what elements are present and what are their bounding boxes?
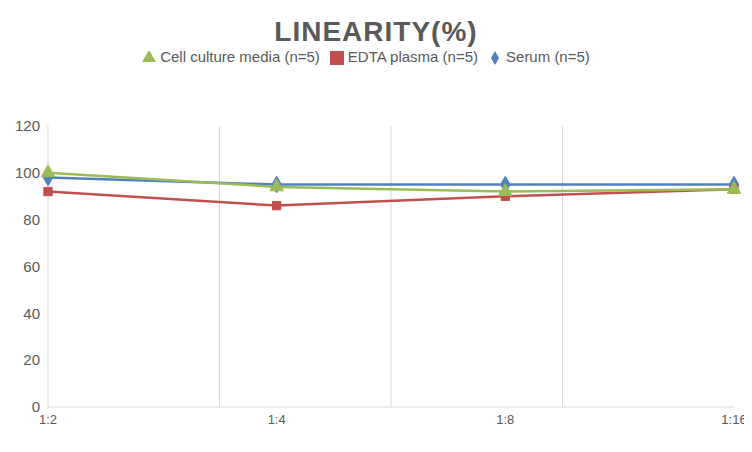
svg-text:1:4: 1:4 bbox=[268, 412, 286, 427]
html-text:EDTA plasma (n=5): EDTA plasma (n=5) bbox=[347, 48, 478, 65]
svg-text:1:2: 1:2 bbox=[39, 412, 57, 427]
svg-text:20: 20 bbox=[23, 351, 40, 368]
html-text:Cell culture media (n=5): Cell culture media (n=5) bbox=[160, 48, 320, 65]
svg-text:40: 40 bbox=[23, 305, 40, 322]
svg-text:120: 120 bbox=[15, 117, 40, 134]
svg-text:0: 0 bbox=[32, 398, 40, 415]
svg-text:1:8: 1:8 bbox=[496, 412, 514, 427]
html-text:Serum (n=5): Serum (n=5) bbox=[506, 48, 590, 65]
svg-text:1:16: 1:16 bbox=[721, 412, 744, 427]
svg-text:80: 80 bbox=[23, 211, 40, 228]
svg-text:100: 100 bbox=[15, 164, 40, 181]
svg-text:60: 60 bbox=[23, 258, 40, 275]
html-text:LINEARITY(%): LINEARITY(%) bbox=[274, 16, 478, 47]
